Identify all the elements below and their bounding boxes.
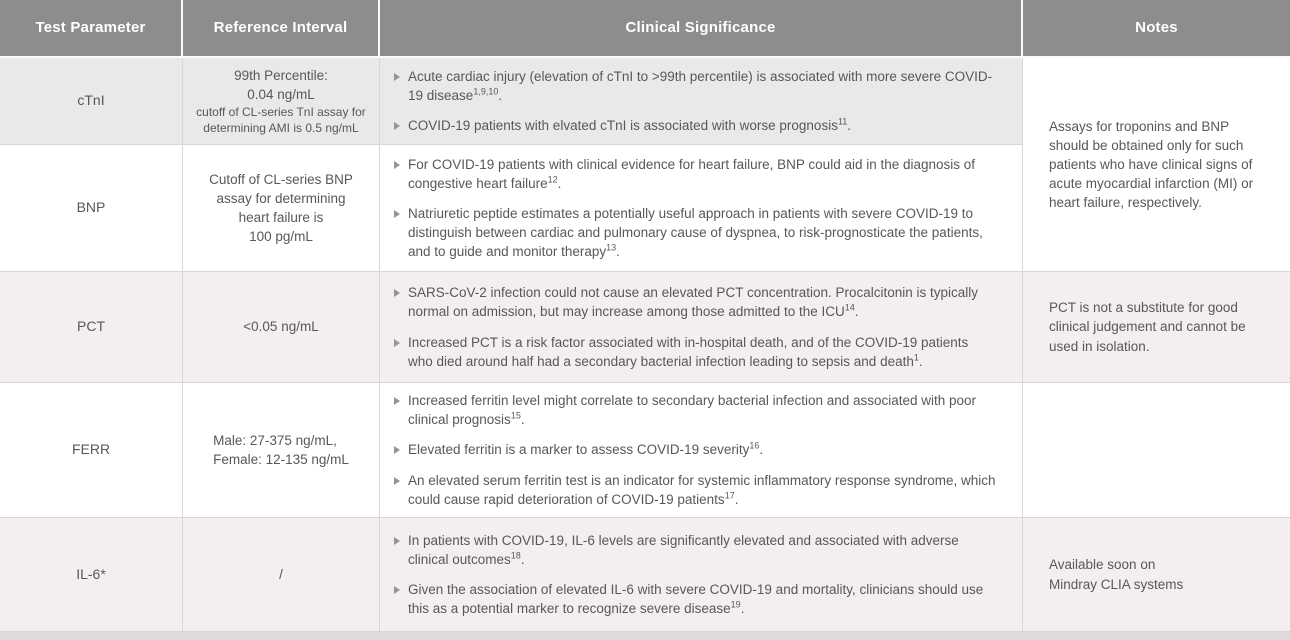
cell-note-pct: PCT is not a substitute for good clinical…	[1023, 272, 1290, 383]
bullet-triangle-icon	[394, 289, 400, 298]
citation-superscript: 19	[730, 599, 741, 610]
cell-note-ferr-empty	[1023, 383, 1290, 518]
reference-text: Cutoff of CL-series BNP assay for determi…	[209, 171, 353, 245]
parameter-label: cTnI	[77, 92, 105, 109]
header-test-parameter: Test Parameter	[0, 0, 183, 58]
parameter-label: BNP	[76, 199, 106, 216]
reference-main-text: 99th Percentile: 0.04 ng/mL	[234, 67, 328, 102]
citation-superscript: 1	[913, 352, 919, 363]
cell-note-troponins-bnp: Assays for troponins and BNP should be ob…	[1023, 58, 1290, 272]
bullet-item: Increased ferritin level might correlate…	[394, 391, 996, 429]
header-label: Test Parameter	[35, 19, 146, 37]
bullet-text: Elevated ferritin is a marker to assess …	[408, 440, 764, 458]
bullet-item: For COVID-19 patients with clinical evid…	[394, 155, 996, 193]
cell-reference-il6: /	[183, 518, 380, 632]
header-clinical-significance: Clinical Significance	[380, 0, 1023, 58]
cell-parameter-pct: PCT	[0, 272, 183, 383]
bullet-item: Increased PCT is a risk factor associate…	[394, 333, 996, 371]
cell-significance-il6: In patients with COVID-19, IL-6 levels a…	[380, 518, 1023, 632]
header-label: Reference Interval	[213, 19, 348, 37]
citation-superscript: 11	[837, 116, 848, 127]
citation-superscript: 1,9,10	[473, 86, 499, 97]
note-text: PCT is not a substitute for good clinical…	[1049, 300, 1246, 354]
parameter-label: IL-6*	[76, 565, 106, 582]
bullet-triangle-icon	[394, 72, 400, 81]
parameter-label: FERR	[71, 441, 111, 458]
bullet-triangle-icon	[394, 122, 400, 131]
cell-significance-bnp: For COVID-19 patients with clinical evid…	[380, 145, 1023, 272]
citation-superscript: 15	[510, 410, 521, 421]
cell-reference-pct: <0.05 ng/mL	[183, 272, 380, 383]
cell-parameter-ctni: cTnI	[0, 58, 183, 145]
cell-note-il6: Available soon on Mindray CLIA systems	[1023, 518, 1290, 632]
bullet-text: Natriuretic peptide estimates a potentia…	[408, 205, 983, 260]
bullet-triangle-icon	[394, 446, 400, 455]
cell-significance-ferr: Increased ferritin level might correlate…	[380, 383, 1023, 518]
reference-text: /	[279, 566, 283, 582]
bullet-text: SARS-CoV-2 infection could not cause an …	[408, 285, 979, 320]
bullet-text: For COVID-19 patients with clinical evid…	[408, 156, 976, 191]
citation-superscript: 16	[749, 440, 760, 451]
bullet-text: Given the association of elevated IL-6 w…	[408, 582, 984, 617]
cell-reference-ctni: 99th Percentile: 0.04 ng/mL cutoff of CL-…	[183, 58, 380, 145]
note-text: Assays for troponins and BNP should be ob…	[1049, 118, 1254, 211]
bullet-text: COVID-19 patients with elvated cTnI is a…	[408, 116, 852, 134]
note-text: Available soon on Mindray CLIA systems	[1049, 557, 1184, 592]
bullet-triangle-icon	[394, 586, 400, 594]
cell-reference-ferr: Male: 27-375 ng/mL, Female: 12-135 ng/mL	[183, 383, 380, 518]
bullet-text: Increased PCT is a risk factor associate…	[408, 334, 969, 369]
citation-superscript: 13	[606, 242, 617, 253]
cell-significance-pct: SARS-CoV-2 infection could not cause an …	[380, 272, 1023, 383]
bullet-item: Elevated ferritin is a marker to assess …	[394, 440, 996, 459]
parameter-label: PCT	[77, 318, 105, 335]
cell-reference-bnp: Cutoff of CL-series BNP assay for determi…	[183, 145, 380, 272]
cell-parameter-bnp: BNP	[0, 145, 183, 272]
citation-superscript: 14	[844, 302, 855, 313]
bullet-item: An elevated serum ferritin test is an in…	[394, 471, 996, 509]
header-reference-interval: Reference Interval	[183, 0, 380, 58]
bullet-item: In patients with COVID-19, IL-6 levels a…	[394, 531, 996, 569]
header-notes: Notes	[1023, 0, 1290, 58]
citation-superscript: 17	[724, 490, 735, 501]
cell-significance-ctni: Acute cardiac injury (elevation of cTnI …	[380, 58, 1023, 145]
bullet-triangle-icon	[394, 209, 400, 218]
cell-parameter-il6: IL-6*	[0, 518, 183, 632]
bullet-item: Natriuretic peptide estimates a potentia…	[394, 204, 996, 261]
bullet-item: COVID-19 patients with elvated cTnI is a…	[394, 116, 996, 135]
reference-sub-text: cutoff of CL-series TnI assay for determi…	[196, 104, 366, 136]
bullet-item: Acute cardiac injury (elevation of cTnI …	[394, 67, 996, 105]
bullet-text: Increased ferritin level might correlate…	[408, 393, 977, 428]
bullet-text: Acute cardiac injury (elevation of cTnI …	[408, 68, 993, 103]
bullet-text: An elevated serum ferritin test is an in…	[408, 472, 996, 507]
bullet-triangle-icon	[394, 397, 400, 406]
reference-text: <0.05 ng/mL	[243, 319, 319, 335]
citation-superscript: 12	[547, 174, 558, 185]
bullet-item: SARS-CoV-2 infection could not cause an …	[394, 283, 996, 321]
bullet-triangle-icon	[394, 160, 400, 169]
bullet-text: In patients with COVID-19, IL-6 levels a…	[408, 532, 959, 567]
bullet-item: Given the association of elevated IL-6 w…	[394, 580, 996, 618]
header-label: Clinical Significance	[625, 19, 776, 37]
bullet-triangle-icon	[394, 536, 400, 545]
cell-parameter-ferr: FERR	[0, 383, 183, 518]
bullet-triangle-icon	[394, 338, 400, 347]
reference-text: Male: 27-375 ng/mL, Female: 12-135 ng/mL	[213, 432, 349, 467]
header-label: Notes	[1135, 19, 1178, 37]
citation-superscript: 18	[510, 550, 521, 561]
bullet-triangle-icon	[394, 476, 400, 485]
